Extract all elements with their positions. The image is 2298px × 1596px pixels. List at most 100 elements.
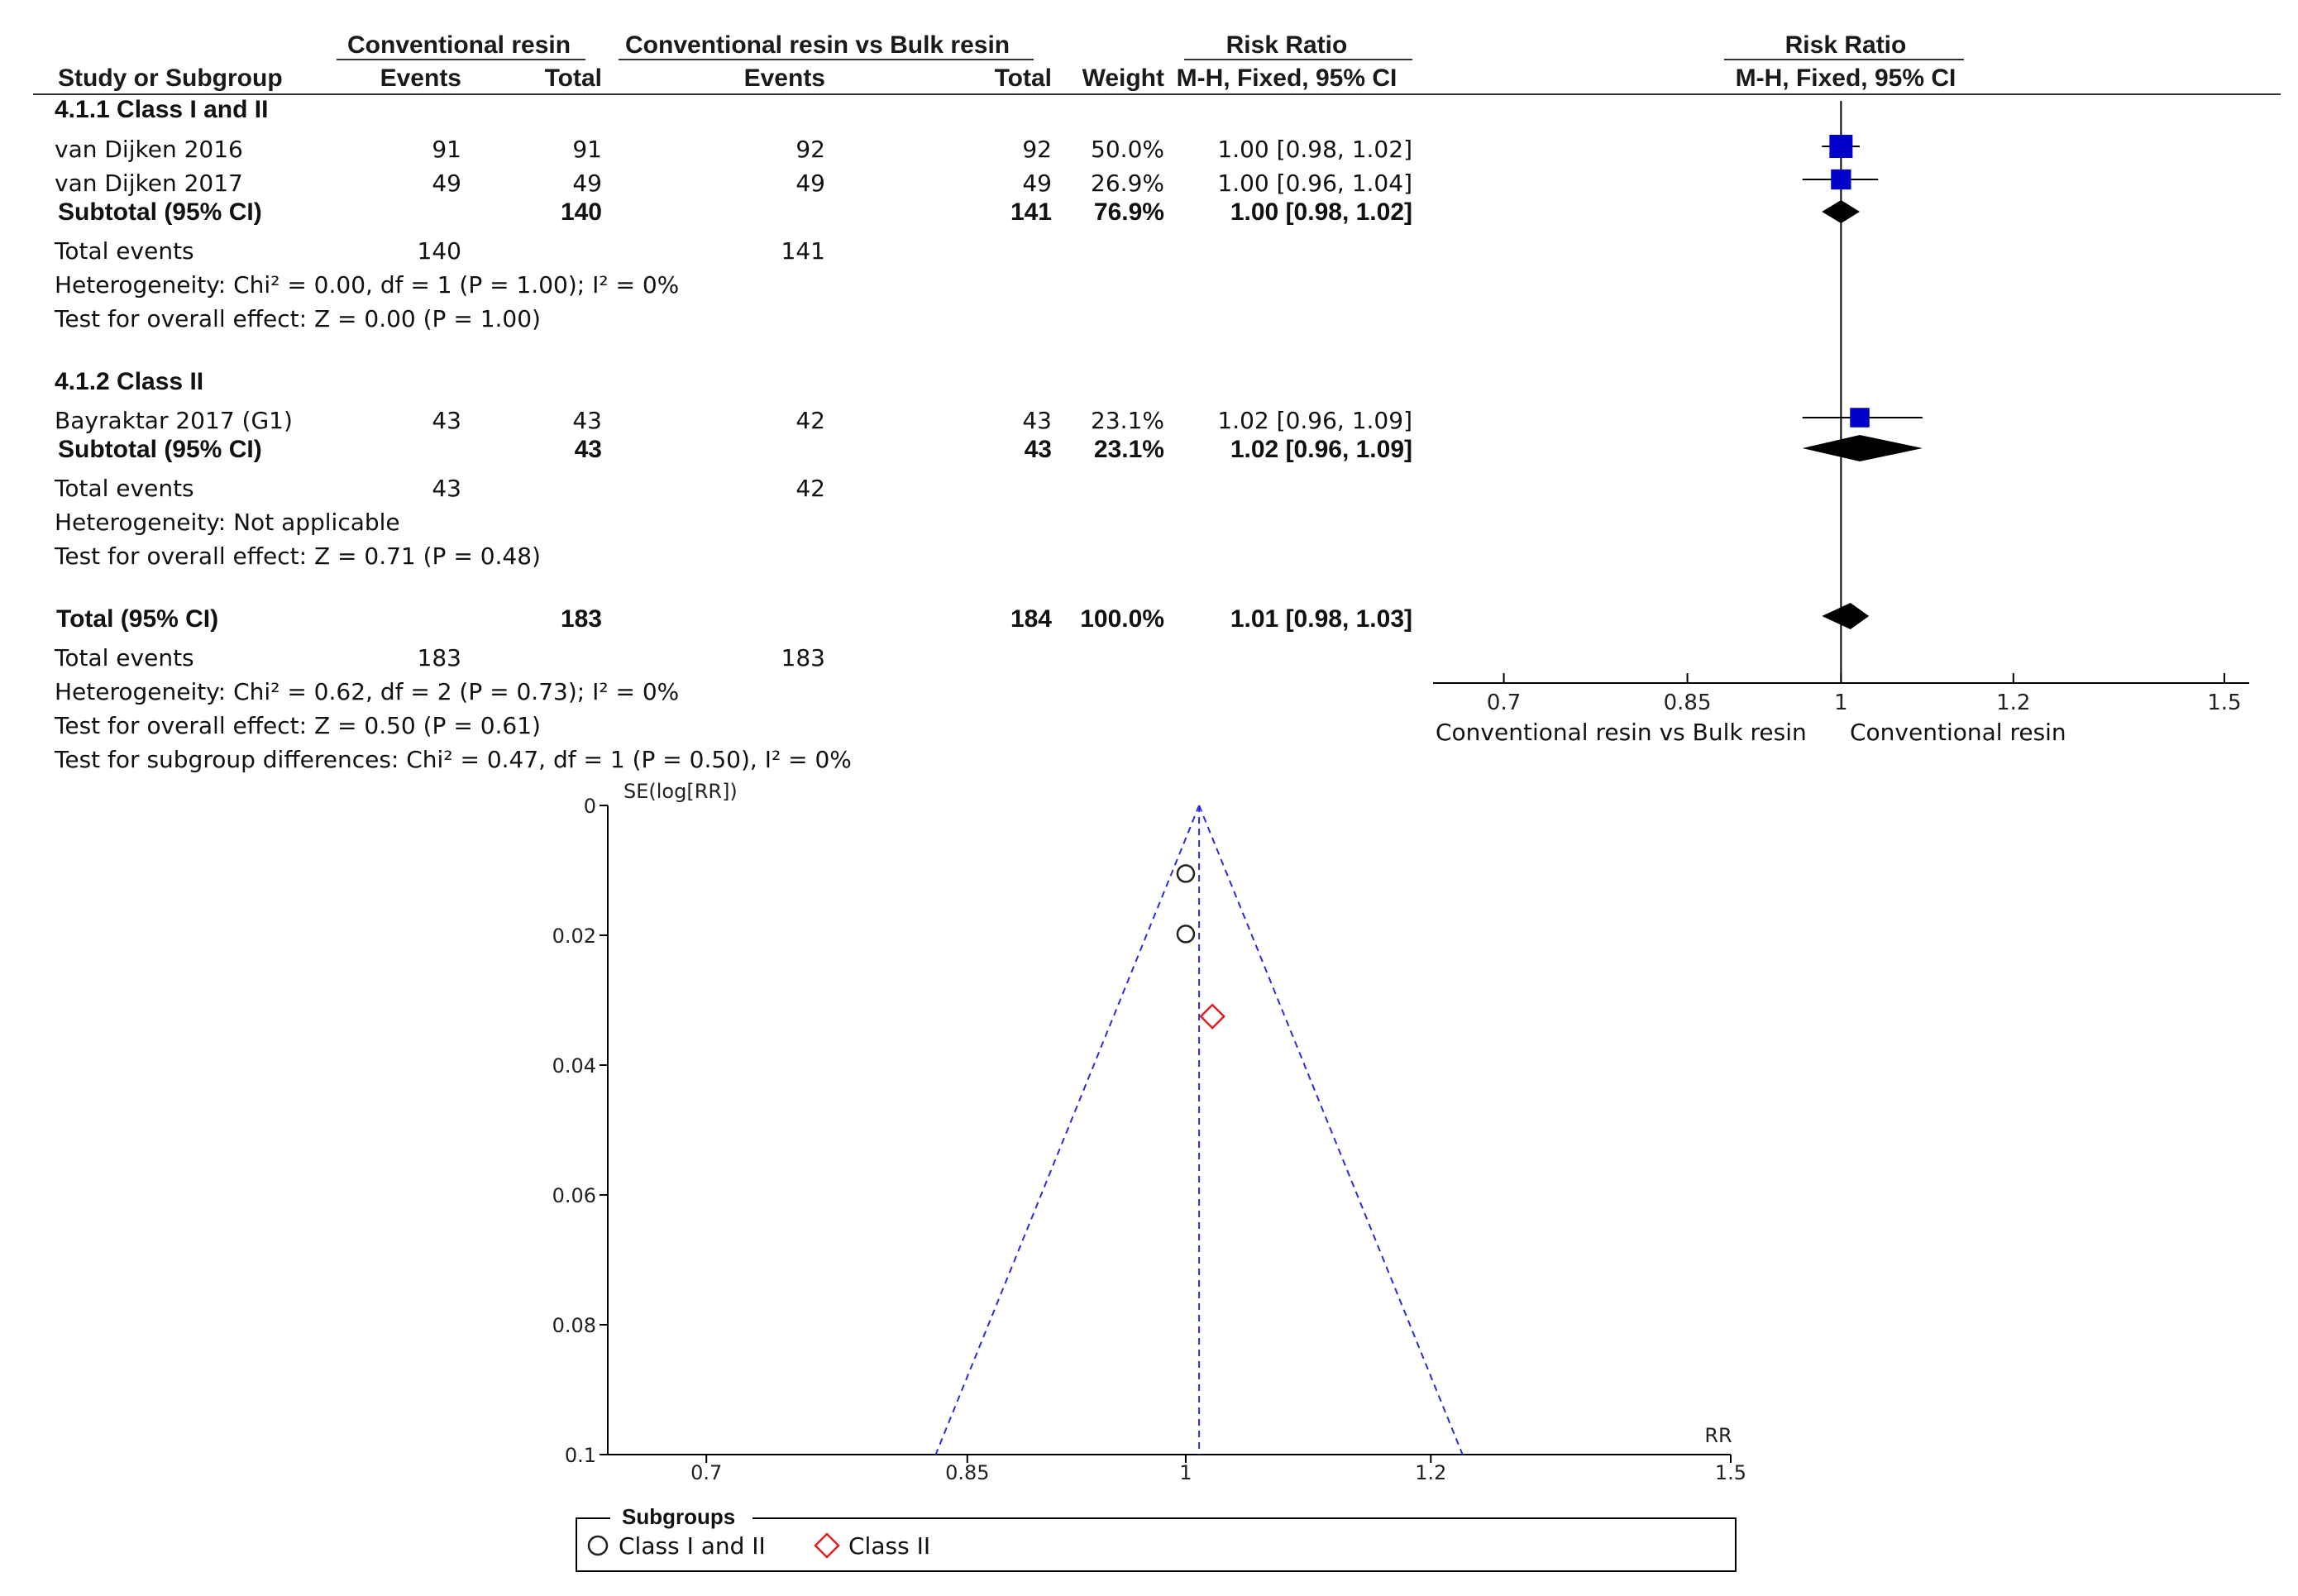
subgroup-title: 4.1.2 Class II <box>55 368 203 395</box>
funnel-point-class2 <box>1199 1003 1225 1030</box>
total-row: Total (95% CI) 183 184 100.0% 1.01 [0.98… <box>56 605 1412 633</box>
weight: 50.0% <box>1091 136 1164 163</box>
total-ci: 1.01 [0.98, 1.03] <box>1230 605 1412 633</box>
funnel-point-class1 <box>1176 925 1196 944</box>
forest-tick-label: 0.85 <box>1664 690 1712 715</box>
weight-column-header: Weight <box>1082 65 1164 92</box>
study-name: van Dijken 2017 <box>55 170 243 197</box>
study-name: van Dijken 2016 <box>55 136 243 163</box>
table-row: van Dijken 2017 49 49 49 49 26.9% 1.00 [… <box>55 170 1412 197</box>
subtotal-total1: 43 <box>575 436 602 463</box>
subtotal-ci: 1.00 [0.98, 1.02] <box>1230 198 1412 226</box>
total-total1: 183 <box>561 605 602 633</box>
funnel-x-tick-label: 1.2 <box>1415 1461 1446 1484</box>
total-label: Total (95% CI) <box>56 605 218 633</box>
overall-effect-text: Test for overall effect: Z = 0.71 (P = 0… <box>54 542 541 570</box>
funnel-lines <box>934 805 1464 1455</box>
overall-total: Total (95% CI) 183 184 100.0% 1.01 [0.98… <box>54 605 1412 773</box>
total-events-row: Total events 43 42 <box>54 475 825 502</box>
total1-column-header: Total <box>545 65 602 92</box>
study-column-header: Study or Subgroup <box>58 65 283 92</box>
total2: 43 <box>1022 407 1052 434</box>
events1: 49 <box>432 170 461 197</box>
group2-header: Conventional resin vs Bulk resin <box>625 31 1010 59</box>
subtotal-weight: 23.1% <box>1094 436 1164 463</box>
total-total2: 184 <box>1010 605 1052 633</box>
legend-class1-marker <box>587 1535 609 1556</box>
rr-header: Risk Ratio <box>1226 31 1348 59</box>
forest-tick-label: 1 <box>1834 690 1848 715</box>
forest-study-square <box>1831 169 1851 190</box>
subtotal-row: Subtotal (95% CI) 140 141 76.9% 1.00 [0.… <box>58 198 1412 226</box>
study-name: Bayraktar 2017 (G1) <box>55 407 293 434</box>
funnel-y-tick-label: 0.1 <box>565 1444 596 1467</box>
subgroup-class-2: 4.1.2 Class II Bayraktar 2017 (G1) 43 43… <box>54 368 1412 570</box>
funnel-right-limit <box>1198 805 1464 1455</box>
events2: 92 <box>795 136 825 163</box>
total-events-row: Total events 183 183 <box>54 644 825 671</box>
total-events-label: Total events <box>54 644 194 671</box>
forest-plot: 0.7 0.85 1 1.2 1.5 Conventional resin vs Bul… <box>1433 101 2249 746</box>
legend-title: Subgroups <box>622 1504 735 1529</box>
table-row: Bayraktar 2017 (G1) 43 43 42 43 23.1% 1.… <box>55 407 1412 434</box>
funnel-x-tick-label: 1.5 <box>1715 1461 1746 1484</box>
total-events1: 183 <box>418 644 461 671</box>
subgroup-class-1-2: 4.1.1 Class I and II van Dijken 2016 91 … <box>54 96 1412 332</box>
heterogeneity-text: Heterogeneity: Not applicable <box>55 509 400 536</box>
events2: 49 <box>795 170 825 197</box>
total-events1: 140 <box>418 237 461 265</box>
forest-left-label: Conventional resin vs Bulk resin <box>1436 719 1807 746</box>
total2: 92 <box>1022 136 1052 163</box>
forest-pooled-diamond <box>1802 435 1923 461</box>
legend-class2-marker <box>814 1532 840 1559</box>
funnel-x-tick-label: 1 <box>1179 1461 1192 1484</box>
subtotal-ci: 1.02 [0.96, 1.09] <box>1230 436 1412 463</box>
overall-effect-text: Test for overall effect: Z = 0.00 (P = 1… <box>54 305 541 332</box>
total1: 43 <box>572 407 602 434</box>
legend-title-bg <box>610 1507 752 1530</box>
events1: 43 <box>432 407 461 434</box>
heterogeneity-text: Heterogeneity: Chi² = 0.00, df = 1 (P = … <box>55 271 679 299</box>
total-weight: 100.0% <box>1080 605 1164 633</box>
subtotal-total2: 43 <box>1025 436 1052 463</box>
forest-tick-label: 1.2 <box>1996 690 2030 715</box>
funnel-point-class1 <box>1176 864 1196 883</box>
total2-column-header: Total <box>995 65 1052 92</box>
funnel-y-tick-label: 0.06 <box>552 1184 596 1207</box>
legend-class2-label: Class II <box>848 1532 930 1560</box>
subtotal-total1: 140 <box>561 198 602 226</box>
heterogeneity-text: Heterogeneity: Chi² = 0.62, df = 2 (P = … <box>55 678 679 705</box>
total-events2: 42 <box>795 475 825 502</box>
plot-rr-header: Risk Ratio <box>1785 31 1907 59</box>
funnel-left-limit <box>934 805 1201 1455</box>
plot-rr-method-header: M-H, Fixed, 95% CI <box>1736 65 1956 92</box>
total1: 91 <box>572 136 602 163</box>
funnel-y-tick-label: 0 <box>584 795 596 818</box>
forest-pooled-diamond <box>1822 603 1870 629</box>
events2: 42 <box>795 407 825 434</box>
risk-ratio-ci: 1.00 [0.98, 1.02] <box>1217 136 1412 163</box>
events2-column-header: Events <box>744 65 825 92</box>
risk-ratio-ci: 1.02 [0.96, 1.09] <box>1217 407 1412 434</box>
subtotal-row: Subtotal (95% CI) 43 43 23.1% 1.02 [0.96… <box>58 436 1412 463</box>
forest-right-label: Conventional resin <box>1850 719 2066 746</box>
group1-header: Conventional resin <box>347 31 571 59</box>
forest-ticks: 0.7 0.85 1 1.2 1.5 <box>1487 673 2242 715</box>
funnel-ticks: 0 0.02 0.04 0.06 0.08 0.1 0.7 0.85 1 1.2 1.5 <box>552 795 1747 1484</box>
subtotal-weight: 76.9% <box>1094 198 1164 226</box>
funnel-points <box>1176 864 1225 1030</box>
total-events-row: Total events 140 141 <box>54 237 825 265</box>
total-events-label: Total events <box>54 237 194 265</box>
legend-class1-label: Class I and II <box>619 1532 766 1560</box>
forest-tick-label: 1.5 <box>2207 690 2241 715</box>
subgroup-title: 4.1.1 Class I and II <box>55 96 268 123</box>
subtotal-label: Subtotal (95% CI) <box>58 198 262 226</box>
funnel-y-label: SE(log[RR]) <box>623 780 738 803</box>
table-header: Conventional resin Conventional resin vs… <box>33 31 2281 95</box>
total-events2: 141 <box>781 237 825 265</box>
overall-effect-text: Test for overall effect: Z = 0.50 (P = 0… <box>54 712 541 739</box>
funnel-y-tick-label: 0.02 <box>552 925 596 948</box>
weight: 23.1% <box>1091 407 1164 434</box>
weight: 26.9% <box>1091 170 1164 197</box>
